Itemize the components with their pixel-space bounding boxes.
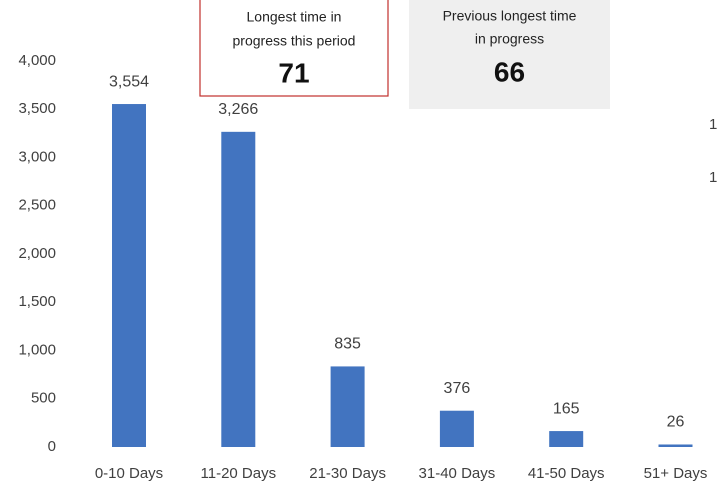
x-tick-label: 21-30 Days <box>309 465 386 482</box>
y-tick-label: 1,500 <box>18 293 56 310</box>
bar <box>112 104 146 447</box>
data-label: 165 <box>553 400 580 417</box>
bar <box>439 410 474 447</box>
edge-label: 1 <box>709 169 717 186</box>
bar <box>549 431 584 447</box>
x-tick-label: 41-50 Days <box>528 465 605 482</box>
y-tick-label: 2,500 <box>18 197 56 214</box>
callout-text: Longest time in <box>247 9 342 25</box>
callout-box <box>409 0 610 109</box>
callout-box <box>199 0 389 97</box>
callout-text: progress this period <box>233 33 356 49</box>
data-label: 376 <box>444 380 471 397</box>
y-tick-label: 4,000 <box>18 52 56 69</box>
y-tick-label: 500 <box>31 390 56 407</box>
callout-value: 71 <box>278 57 309 88</box>
x-tick-label: 31-40 Days <box>419 465 496 482</box>
edge-label: 1 <box>709 116 717 133</box>
y-tick-label: 2,000 <box>18 245 56 262</box>
callout-text: Previous longest time <box>443 8 577 24</box>
x-tick-label: 0-10 Days <box>95 465 163 482</box>
y-tick-label: 3,500 <box>18 100 56 117</box>
data-label: 835 <box>334 336 361 353</box>
bar <box>658 444 693 447</box>
y-tick-label: 0 <box>48 438 56 455</box>
bar <box>221 131 256 447</box>
y-tick-label: 1,000 <box>18 341 56 358</box>
x-tick-label: 51+ Days <box>644 465 708 482</box>
x-tick-label: 11-20 Days <box>201 465 277 482</box>
data-label: 3,266 <box>218 101 258 118</box>
callout-value: 66 <box>494 56 525 87</box>
bar <box>330 366 365 447</box>
data-label: 3,554 <box>109 73 149 90</box>
y-tick-label: 3,000 <box>18 148 56 165</box>
callout-text: in progress <box>475 31 544 47</box>
data-label: 26 <box>667 414 685 431</box>
